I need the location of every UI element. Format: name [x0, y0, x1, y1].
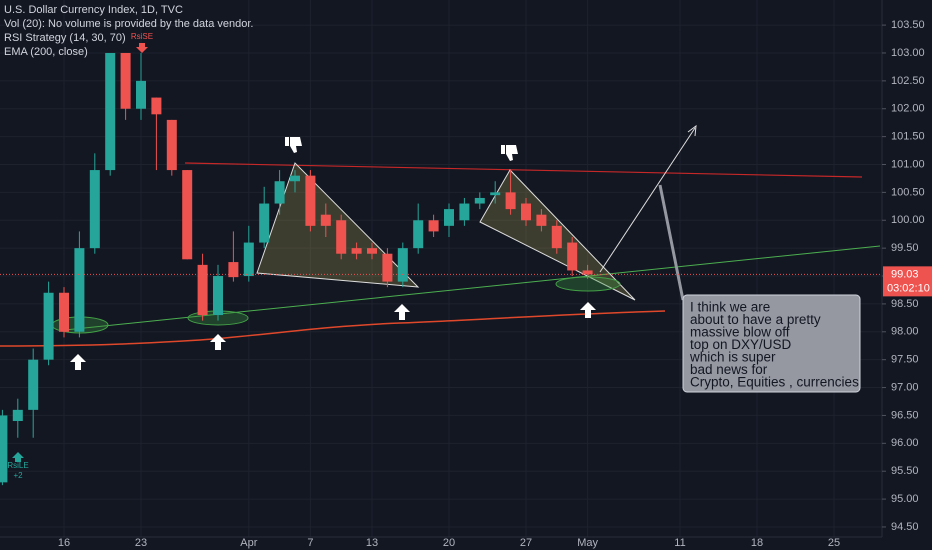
candle-body	[567, 242, 578, 271]
y-tick-label: 95.50	[891, 465, 919, 477]
candle-body	[120, 52, 131, 109]
candle-body	[12, 409, 23, 422]
candle-body	[136, 80, 146, 109]
candle-body	[290, 175, 300, 182]
arrowhead	[687, 124, 697, 137]
x-tick-label: 7	[307, 537, 313, 549]
x-tick-label: 13	[366, 537, 378, 549]
candle-body	[259, 203, 270, 243]
highlight	[555, 276, 621, 292]
x-tick-label: 16	[58, 537, 70, 549]
note-line: which is super	[689, 350, 776, 365]
y-tick-label: 98.00	[891, 326, 919, 338]
y-tick-label: 97.50	[891, 354, 919, 366]
candle-body	[89, 170, 100, 249]
x-tick-label: 23	[135, 537, 147, 549]
candle-body	[320, 214, 331, 226]
y-tick-label: 99.50	[891, 242, 919, 254]
resistance-line	[184, 162, 863, 178]
x-tick-label: 27	[520, 537, 532, 549]
note-line: I think we are	[690, 300, 770, 315]
x-tick-label: 25	[828, 537, 840, 549]
candle-body	[428, 220, 439, 232]
candle-body	[213, 276, 223, 316]
candle-body	[43, 292, 54, 360]
candle-body	[228, 262, 239, 278]
candle-body	[28, 359, 39, 410]
note-line: Crypto, Equities , currencies	[690, 375, 859, 390]
note-line: massive blow off	[690, 325, 790, 340]
short-arrow	[136, 43, 148, 53]
y-tick-label: 97.00	[891, 381, 919, 393]
candle-body	[0, 415, 8, 483]
y-tick-label: 101.00	[891, 158, 925, 170]
y-tick-label: 102.50	[891, 75, 925, 87]
y-tick-label: 95.00	[891, 493, 919, 505]
candle-body	[151, 97, 162, 115]
note-line: top on DXY/USD	[690, 337, 792, 352]
candle-body	[182, 170, 193, 260]
x-tick-label: 18	[751, 537, 763, 549]
candle-body	[336, 220, 347, 254]
candle-body	[105, 52, 116, 171]
volume-label: Vol (20): No volume is provided by the d…	[4, 18, 253, 30]
candle-body	[382, 253, 393, 282]
candle-body	[274, 181, 285, 204]
y-tick-label: 103.50	[891, 19, 925, 31]
long-arrow	[12, 452, 24, 462]
short-signal: RsiSE	[131, 32, 153, 41]
strategy-label: RSI Strategy (14, 30, 70)	[4, 32, 126, 44]
candle-body	[582, 270, 593, 275]
candle-body	[197, 264, 208, 316]
thumbs-down	[285, 137, 518, 161]
countdown-label: 03:02:10	[887, 282, 930, 294]
x-tick-label: May	[577, 537, 598, 549]
candle-body	[59, 292, 69, 332]
candle-body	[551, 225, 562, 249]
support-line	[64, 245, 881, 331]
candle-body	[305, 175, 316, 226]
header: U.S. Dollar Currency Index, 1D, TVC Vol …	[4, 4, 253, 58]
candle-body	[505, 192, 516, 210]
last-price-label: 99.03	[891, 268, 919, 280]
ema-label: EMA (200, close)	[4, 46, 88, 58]
y-tick-label: 94.50	[891, 521, 919, 533]
candle-body	[521, 203, 531, 221]
y-tick-label: 98.50	[891, 298, 919, 310]
note-line: bad news for	[690, 362, 768, 377]
candle-body	[490, 192, 501, 196]
x-tick-label: Apr	[240, 537, 257, 549]
ema-line	[0, 310, 666, 347]
y-tick-label: 101.50	[891, 131, 925, 143]
long-count: +2	[13, 471, 23, 480]
candle-body	[459, 203, 470, 221]
candle-body	[351, 248, 362, 254]
candle-body	[536, 214, 547, 226]
candle-body	[243, 242, 254, 277]
candle-body	[397, 248, 408, 282]
projection-line	[599, 127, 696, 273]
x-tick-label: 20	[443, 537, 455, 549]
y-tick-label: 103.00	[891, 47, 925, 59]
candle-body	[367, 248, 377, 254]
up-arrows	[70, 302, 596, 370]
candle-body	[413, 220, 424, 249]
callout-box	[682, 294, 861, 393]
y-tick-label: 96.00	[891, 437, 919, 449]
y-tick-label: 100.00	[891, 214, 925, 226]
last-price-box	[883, 266, 932, 297]
candle-body	[474, 197, 485, 204]
candle-body	[166, 119, 177, 171]
y-tick-label: 96.50	[891, 409, 919, 421]
callout-pointer	[658, 184, 685, 301]
y-tick-label: 102.00	[891, 103, 925, 115]
candle-body	[444, 209, 454, 226]
x-tick-label: 11	[674, 537, 685, 549]
candle-body	[74, 248, 85, 332]
y-tick-label: 100.50	[891, 186, 925, 198]
long-signal: RsiLE	[7, 461, 28, 470]
title: U.S. Dollar Currency Index, 1D, TVC	[4, 4, 183, 16]
note-line: about to have a pretty	[690, 312, 821, 327]
